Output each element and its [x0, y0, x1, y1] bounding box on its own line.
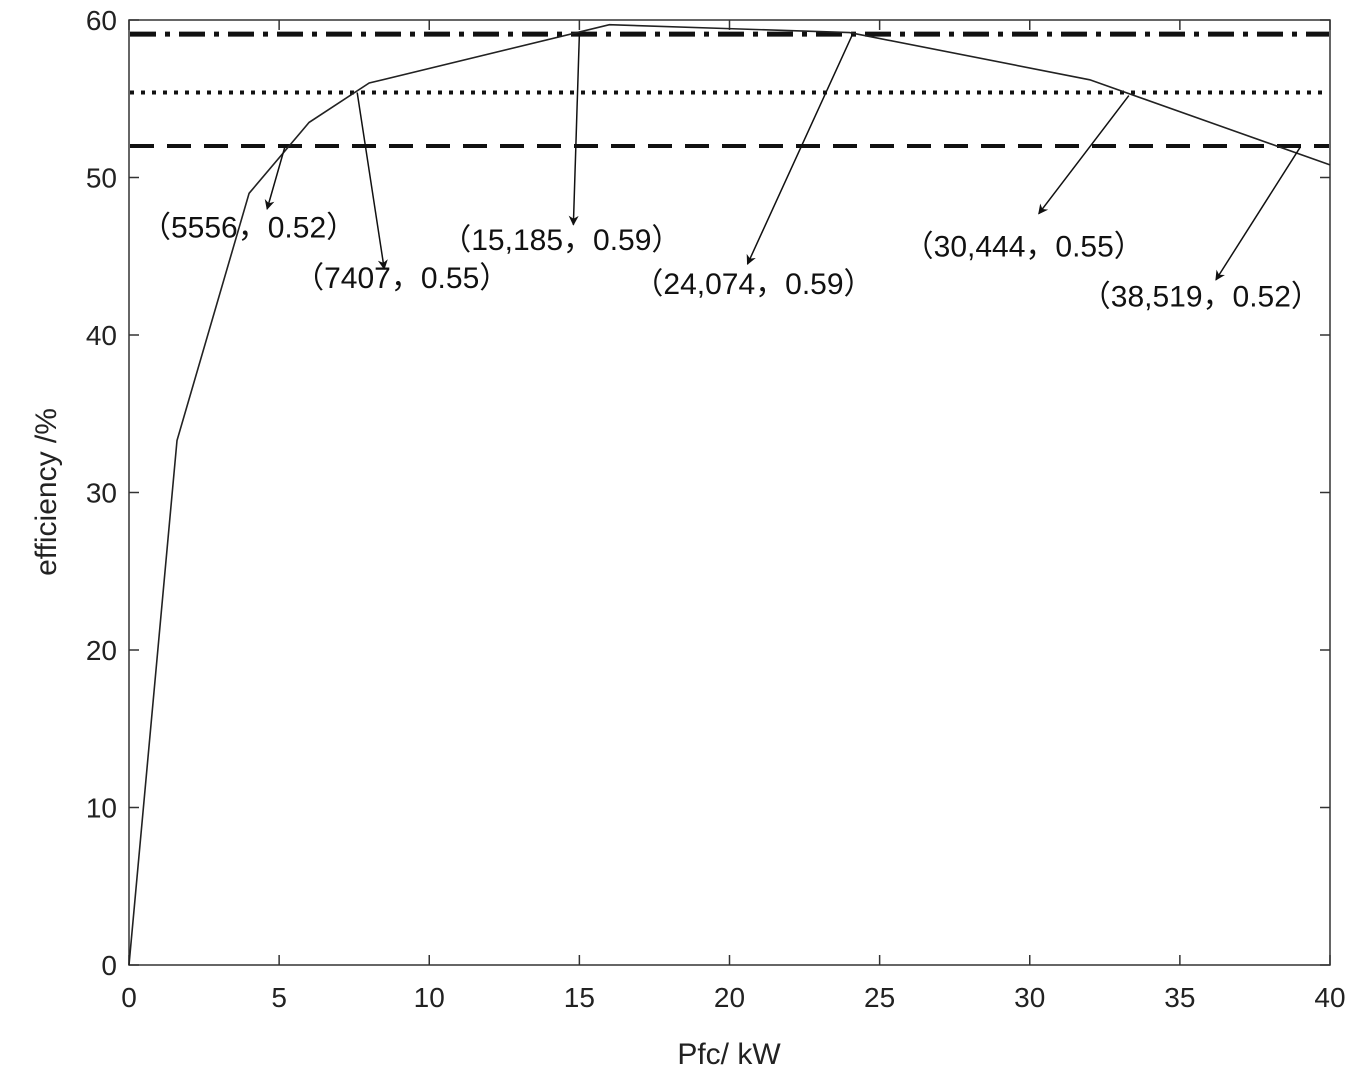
y-tick-label: 60	[86, 5, 117, 36]
x-tick-label: 30	[1014, 982, 1045, 1013]
axis-ticks: 0 5 10 15 20 25 30 35 40 0 10 20 30 40 50 60	[86, 5, 1346, 1013]
x-tick-label: 20	[714, 982, 745, 1013]
data-series	[128, 23, 1331, 966]
y-tick-label: 10	[86, 793, 117, 824]
efficiency-curve	[128, 23, 1331, 966]
y-tick-label: 30	[86, 478, 117, 509]
annotation-label: （38,519，0.52）	[1081, 281, 1321, 314]
reference-lines	[130, 31, 1329, 148]
annotation-arrow	[568, 34, 581, 226]
annotation-label: （30,444，0.55）	[904, 230, 1144, 263]
annotation-arrow	[264, 145, 286, 210]
annotation-label: （7407，0.55）	[294, 262, 509, 295]
annotation-arrow	[1038, 95, 1130, 215]
y-tick-label: 40	[86, 320, 117, 351]
annotation-label: （5556，0.52）	[141, 211, 356, 244]
y-tick-label: 0	[101, 950, 117, 981]
x-tick-label: 25	[864, 982, 895, 1013]
y-tick-label: 20	[86, 635, 117, 666]
x-tick-label: 0	[121, 982, 137, 1013]
y-tick-label: 50	[86, 163, 117, 194]
annotation-arrow	[746, 33, 854, 266]
x-tick-label: 35	[1164, 982, 1195, 1013]
annotations: （5556，0.52） （7407，0.55） （15,185，0.59） （24,0…	[141, 33, 1321, 314]
annotation-arrow	[356, 92, 388, 270]
annotation-label: （24,074，0.59）	[633, 268, 873, 301]
x-axis-label: Pfc/ kW	[677, 1038, 781, 1071]
x-tick-label: 5	[271, 982, 287, 1013]
y-axis-label: efficiency /%	[30, 408, 63, 576]
x-tick-label: 40	[1314, 982, 1345, 1013]
annotation-label: （15,185，0.59）	[441, 224, 681, 257]
annotation-arrow	[1215, 147, 1301, 281]
x-tick-label: 10	[414, 982, 445, 1013]
x-tick-label: 15	[564, 982, 595, 1013]
plot-area	[128, 19, 1331, 966]
